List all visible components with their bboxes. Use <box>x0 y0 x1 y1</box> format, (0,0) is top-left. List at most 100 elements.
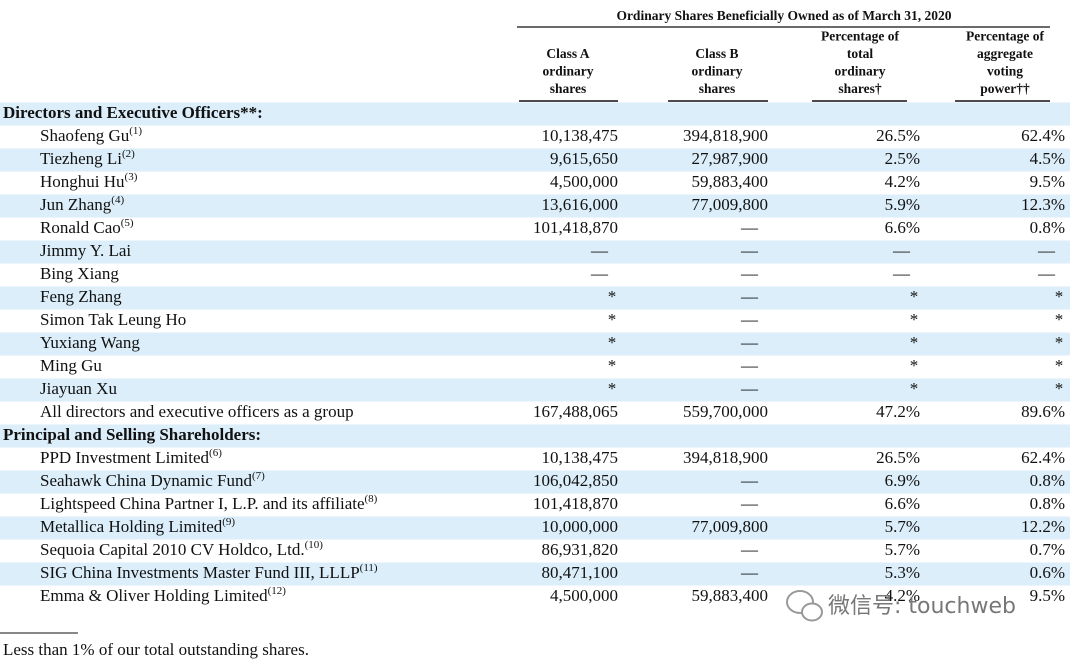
cell: 5.3% <box>885 563 920 582</box>
cell: * <box>608 379 617 398</box>
cell: 10,138,475 <box>542 448 619 467</box>
column-header: aggregate <box>977 46 1033 61</box>
footnote-ref: (6) <box>209 447 222 459</box>
footnote-ref: (10) <box>305 539 324 551</box>
cell: — <box>740 287 759 306</box>
section-label: Principal and Selling Shareholders: <box>3 425 261 444</box>
cell: * <box>1055 356 1064 375</box>
watermark: 微信号: touchweb <box>828 594 1016 619</box>
row-name: Metallica Holding Limited(9) <box>40 516 235 536</box>
cell: * <box>910 333 919 352</box>
name: Honghui Hu <box>40 172 125 191</box>
row-shade <box>0 286 1070 310</box>
name: Emma & Oliver Holding Limited <box>40 586 268 605</box>
row-name: Seahawk China Dynamic Fund(7) <box>40 470 265 490</box>
cell: 0.8% <box>1030 494 1065 513</box>
name: Yuxiang Wang <box>40 333 140 352</box>
watermark-icon <box>786 590 823 622</box>
cell: * <box>1055 333 1064 352</box>
table-title: Ordinary Shares Beneficially Owned as of… <box>616 8 951 23</box>
row-name: Jimmy Y. Lai <box>40 241 131 260</box>
cell: — <box>892 241 911 260</box>
cell: 0.8% <box>1030 218 1065 237</box>
row-name: Honghui Hu(3) <box>40 171 138 191</box>
name: Tiezheng Li <box>40 149 122 168</box>
cell: 394,818,900 <box>683 448 768 467</box>
cell: — <box>740 264 759 283</box>
cell: 86,931,820 <box>542 540 619 559</box>
name: Seahawk China Dynamic Fund <box>40 471 252 490</box>
cell: 62.4% <box>1021 126 1065 145</box>
cell: — <box>590 241 609 260</box>
cell: 0.8% <box>1030 471 1065 490</box>
cell: * <box>910 356 919 375</box>
footnote-ref: (12) <box>268 585 287 597</box>
row-shade <box>0 562 1070 586</box>
cell: 167,488,065 <box>533 402 618 421</box>
row-shade <box>0 102 1070 126</box>
cell: — <box>1037 241 1056 260</box>
cell: 80,471,100 <box>542 563 619 582</box>
row-name: Lightspeed China Partner I, L.P. and its… <box>40 493 378 513</box>
cell: 27,987,900 <box>692 149 769 168</box>
row-shade <box>0 332 1070 356</box>
row-shade <box>0 194 1070 218</box>
row-shade <box>0 240 1070 264</box>
cell: — <box>740 218 759 237</box>
cell: — <box>740 494 759 513</box>
cell: — <box>1037 264 1056 283</box>
cell: * <box>1055 287 1064 306</box>
cell: * <box>608 310 617 329</box>
footnote-ref: (11) <box>360 562 378 574</box>
row-name: Yuxiang Wang <box>40 333 140 352</box>
column-header: voting <box>987 64 1023 79</box>
cell: 47.2% <box>876 402 920 421</box>
footnote: Less than 1% of our total outstanding sh… <box>3 640 309 659</box>
name: Bing Xiang <box>40 264 119 283</box>
cell: 59,883,400 <box>692 586 769 605</box>
table-body: Directors and Executive Officers**: Shaof… <box>0 102 1070 605</box>
cell: 106,042,850 <box>533 471 618 490</box>
cell: 13,616,000 <box>542 195 619 214</box>
cell: — <box>740 563 759 582</box>
cell: 4.2% <box>885 586 920 605</box>
cell: * <box>608 333 617 352</box>
cell: 77,009,800 <box>692 517 769 536</box>
cell: 6.6% <box>885 494 920 513</box>
cell: 101,418,870 <box>533 218 618 237</box>
cell: * <box>910 287 919 306</box>
cell: 9.5% <box>1030 172 1065 191</box>
cell: 12.3% <box>1021 195 1065 214</box>
cell: — <box>740 379 759 398</box>
footnote-ref: (2) <box>122 148 135 160</box>
column-header: Class B <box>695 46 738 61</box>
row-name: Simon Tak Leung Ho <box>40 310 186 329</box>
footnote-ref: (4) <box>111 194 124 206</box>
cell: — <box>892 264 911 283</box>
column-header: shares <box>699 81 736 96</box>
cell: * <box>910 310 919 329</box>
row-shade <box>0 378 1070 402</box>
cell: 0.6% <box>1030 563 1065 582</box>
cell: — <box>740 241 759 260</box>
row-name: Shaofeng Gu(1) <box>40 125 142 145</box>
row-shade <box>0 470 1070 494</box>
name: Shaofeng Gu <box>40 126 130 145</box>
cell: 5.7% <box>885 517 920 536</box>
cell: 89.6% <box>1021 402 1065 421</box>
row-name: Ronald Cao(5) <box>40 217 134 237</box>
row-shade <box>0 424 1070 448</box>
column-header: total <box>847 46 873 61</box>
cell: 26.5% <box>876 448 920 467</box>
cell: — <box>740 356 759 375</box>
cell: 5.7% <box>885 540 920 559</box>
row-name: Jiayuan Xu <box>40 379 117 398</box>
column-header: Percentage of <box>821 29 900 44</box>
cell: 559,700,000 <box>683 402 768 421</box>
cell: — <box>740 333 759 352</box>
cell: 6.6% <box>885 218 920 237</box>
row-name: Tiezheng Li(2) <box>40 148 135 168</box>
cell: 9,615,650 <box>550 149 618 168</box>
name: Ming Gu <box>40 356 102 375</box>
name: Simon Tak Leung Ho <box>40 310 186 329</box>
